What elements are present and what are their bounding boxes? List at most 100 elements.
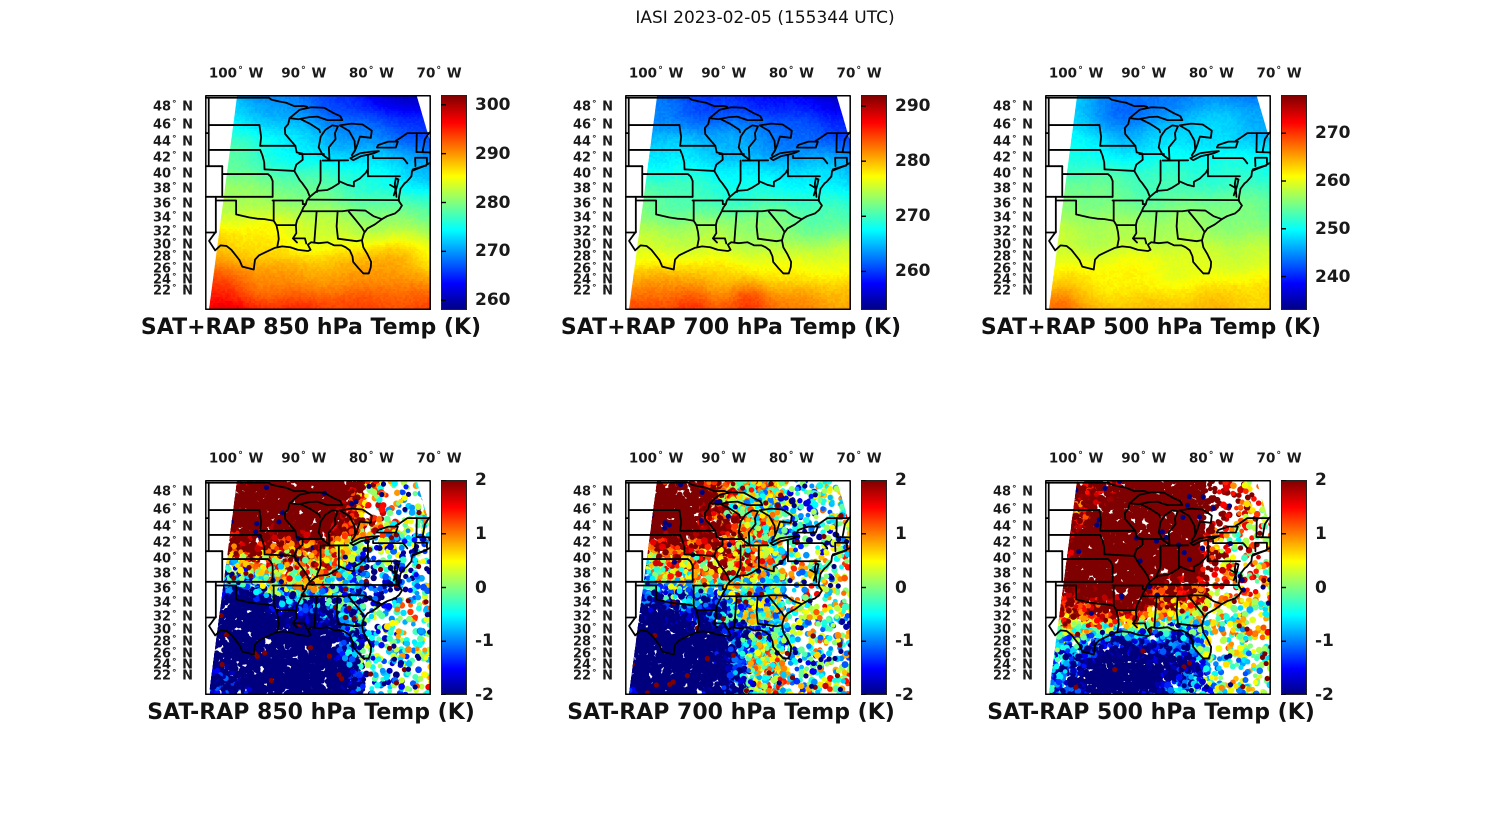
lat-tick-label: 38° N [572,181,613,197]
degree-symbol: ° [592,657,597,668]
degree-symbol: ° [238,65,243,76]
lat-tick-label: 48° N [572,99,613,115]
lon-tick-label: 100° W [628,450,684,467]
degree-symbol: ° [1012,116,1017,127]
lat-tick-label: 38° N [992,566,1033,582]
colorbar-tick-label: 2 [895,470,907,490]
lat-tick-label: 42° N [992,150,1033,166]
colorbar-tick-label: 2 [475,470,487,490]
lat-tick-label: 30° N [992,237,1033,253]
lat-tick-label: 46° N [152,116,193,133]
panel-sat-minus-rap-500: 100° W 90° W 80° W 70° W 48° N 46° N 44° N 42°… [965,448,1385,743]
degree-symbol: ° [592,501,597,512]
panel-title: SAT-RAP 700 hPa Temp (K) [567,700,895,725]
degree-symbol: ° [1012,249,1017,260]
lat-tick-label: 28° N [992,249,1033,265]
degree-symbol: ° [436,450,442,461]
degree-symbol: ° [172,609,177,620]
lat-tick-label: 36° N [992,196,1033,212]
lat-tick-label: 28° N [152,634,193,650]
lat-tick-label: 40° N [992,166,1033,182]
colorbar-tick-label: 270 [475,241,511,262]
colorbar-tick-label: 0 [1315,577,1327,598]
lat-tick-label: 38° N [152,566,193,582]
panel-sat-minus-rap-850: 100° W 90° W 80° W 70° W 48° N 46° N 44° N 42°… [125,448,545,743]
lon-tick-label: 70° W [1256,65,1302,82]
lon-tick-label: 90° W [701,65,747,82]
degree-symbol: ° [592,595,597,606]
lon-tick-label: 80° W [1188,65,1235,82]
lon-tick-label: 100° W [1048,65,1104,82]
degree-symbol: ° [172,283,177,294]
degree-symbol: ° [592,622,597,633]
degree-symbol: ° [172,595,177,606]
degree-symbol: ° [1012,595,1017,606]
colorbar-tick-label: 0 [475,577,487,598]
degree-symbol: ° [1012,150,1017,161]
degree-symbol: ° [1012,134,1017,145]
colorbar-tick-label: 260 [1315,171,1351,191]
lat-tick-label: 44° N [992,519,1033,535]
colorbar-tick-label: -1 [895,631,914,652]
lat-tick-label: 44° N [152,134,193,150]
degree-symbol: ° [1208,450,1214,461]
lat-tick-label: 28° N [572,634,613,650]
colorbar-tick-label: -2 [1315,685,1334,705]
degree-symbol: ° [1012,166,1017,177]
panel-title: SAT+RAP 850 hPa Temp (K) [140,315,482,340]
lon-tick-label: 70° W [1256,450,1302,467]
lat-tick-label: 32° N [572,609,613,625]
degree-symbol: ° [172,484,177,495]
lat-tick-label: 24° N [572,657,613,673]
colorbar-tick-label: 280 [895,151,931,172]
lat-tick-label: 42° N [992,535,1033,551]
map-canvas-sat-minus-rap-700 [625,480,851,695]
lon-tick-label: 100° W [628,65,684,82]
panel-sat-plus-rap-500: 100° W 90° W 80° W 70° W 48° N 46° N 44° N 42°… [965,63,1385,358]
degree-symbol: ° [172,224,177,235]
lat-tick-label: 30° N [572,237,613,253]
degree-symbol: ° [592,646,597,657]
degree-symbol: ° [1012,181,1017,192]
lat-tick-label: 26° N [992,261,1033,277]
degree-symbol: ° [1012,581,1017,592]
degree-symbol: ° [592,634,597,645]
colorbar-tick-label: 260 [895,261,931,282]
colorbar-tick-label: 1 [895,523,907,544]
map-canvas-sat-plus-rap-700 [625,95,851,310]
degree-symbol: ° [1012,657,1017,668]
degree-symbol: ° [1078,450,1083,461]
degree-symbol: ° [592,484,597,495]
degree-symbol: ° [1012,551,1017,562]
lat-tick-label: 40° N [572,166,613,182]
degree-symbol: ° [172,535,177,546]
lat-tick-label: 26° N [572,261,613,277]
lat-tick-label: 22° N [152,283,193,299]
panel-title: SAT+RAP 700 hPa Temp (K) [560,315,902,340]
lat-tick-label: 38° N [992,181,1033,197]
lat-tick-label: 40° N [152,551,193,567]
lat-tick-label: 44° N [572,134,613,150]
map-canvas-sat-minus-rap-850 [205,480,431,695]
lat-tick-label: 32° N [992,609,1033,625]
lat-tick-label: 26° N [152,646,193,662]
lat-tick-label: 36° N [572,196,613,212]
lat-tick-label: 22° N [572,668,613,684]
lat-tick-label: 24° N [572,272,613,288]
degree-symbol: ° [172,519,177,530]
colorbar-tick-label: 280 [475,192,511,213]
degree-symbol: ° [368,450,374,461]
degree-symbol: ° [172,181,177,192]
lat-tick-label: 28° N [572,249,613,265]
degree-symbol: ° [172,150,177,161]
degree-symbol: ° [1012,99,1017,110]
lat-tick-label: 42° N [572,535,613,551]
degree-symbol: ° [172,272,177,283]
colorbar-sat-minus-rap-850 [441,480,467,695]
colorbar-tick-label: 2 [1315,470,1327,490]
degree-symbol: ° [1012,261,1017,272]
degree-symbol: ° [592,261,597,272]
degree-symbol: ° [1012,622,1017,633]
degree-symbol: ° [592,116,597,127]
degree-symbol: ° [592,668,597,679]
